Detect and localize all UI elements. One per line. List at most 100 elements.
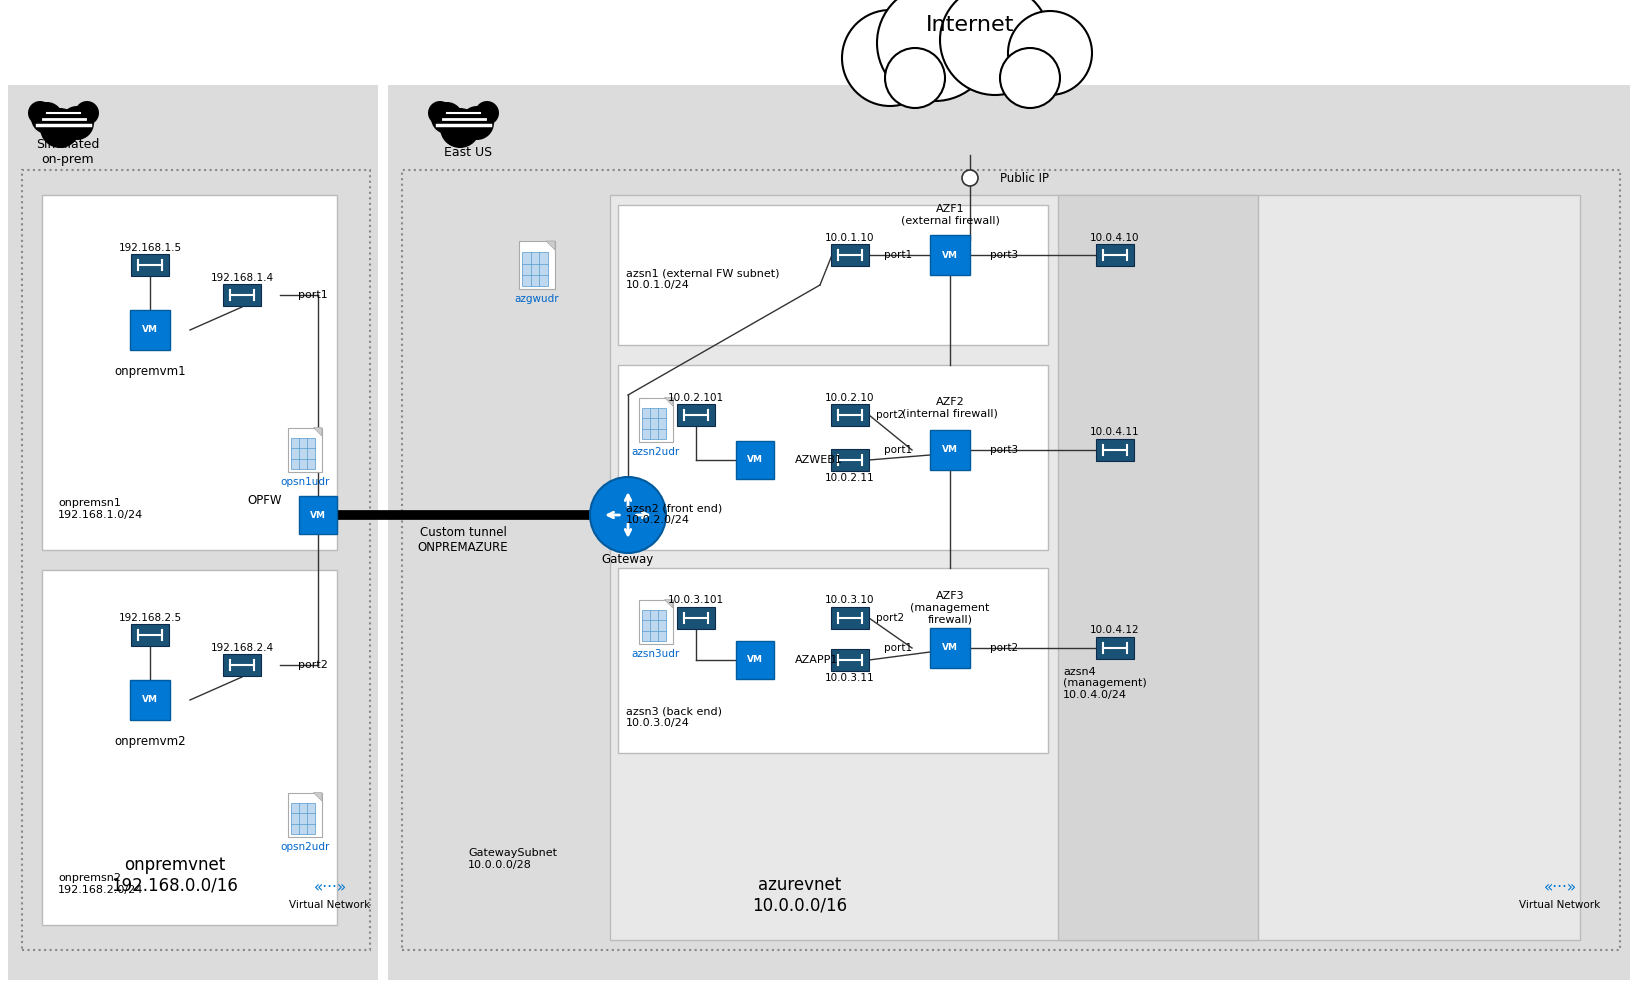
Circle shape — [962, 170, 978, 186]
Text: AZWEB1: AZWEB1 — [795, 455, 842, 465]
Polygon shape — [664, 398, 672, 406]
Circle shape — [842, 10, 938, 106]
Bar — [618, 205, 1047, 345]
Bar — [639, 398, 672, 442]
Text: 10.0.3.11: 10.0.3.11 — [824, 673, 875, 683]
Text: port1: port1 — [298, 290, 328, 300]
Text: «···»: «···» — [1544, 880, 1577, 896]
Bar — [831, 404, 869, 426]
Text: 10.0.1.10: 10.0.1.10 — [826, 233, 875, 243]
Polygon shape — [313, 428, 321, 436]
Text: VM: VM — [747, 656, 764, 664]
Text: Virtual Network: Virtual Network — [290, 900, 370, 910]
Text: VM: VM — [143, 696, 157, 704]
Circle shape — [1000, 48, 1060, 108]
Text: OPFW: OPFW — [247, 493, 282, 506]
Text: azsn3 (back end)
10.0.3.0/24: azsn3 (back end) 10.0.3.0/24 — [626, 706, 723, 728]
Bar — [43, 195, 338, 550]
Bar — [129, 310, 170, 350]
Bar — [1096, 439, 1134, 461]
Text: onpremvnet
192.168.0.0/16: onpremvnet 192.168.0.0/16 — [111, 856, 238, 894]
Bar — [642, 610, 665, 641]
Bar — [618, 568, 1047, 753]
Text: port2: port2 — [990, 643, 1018, 653]
Text: AZF3
(management
firewall): AZF3 (management firewall) — [910, 591, 990, 625]
Bar — [831, 449, 869, 471]
Bar — [639, 600, 672, 644]
Text: port1: port1 — [883, 445, 911, 455]
Bar — [610, 195, 1580, 940]
Bar — [929, 430, 970, 470]
Text: Virtual Network: Virtual Network — [1519, 900, 1601, 910]
Circle shape — [431, 102, 462, 134]
Circle shape — [885, 48, 946, 108]
Circle shape — [28, 101, 52, 125]
Polygon shape — [664, 600, 672, 608]
Text: VM: VM — [310, 510, 326, 520]
Bar — [8, 85, 379, 980]
Text: port2: port2 — [875, 613, 905, 623]
Text: port3: port3 — [990, 250, 1018, 260]
Text: AZF2
(internal firewall): AZF2 (internal firewall) — [901, 397, 998, 419]
Bar — [929, 235, 970, 275]
Text: VM: VM — [747, 456, 764, 464]
Text: onpremsn2
192.168.2.0/24: onpremsn2 192.168.2.0/24 — [57, 873, 143, 895]
Bar — [736, 441, 774, 479]
Text: 10.0.4.12: 10.0.4.12 — [1090, 625, 1139, 635]
Text: East US: East US — [444, 145, 492, 158]
Bar — [1059, 195, 1259, 940]
Circle shape — [75, 101, 98, 125]
Text: AZF1
(external firewall): AZF1 (external firewall) — [900, 204, 1000, 226]
Text: 10.0.2.11: 10.0.2.11 — [824, 473, 875, 483]
Text: onpremsn1
192.168.1.0/24: onpremsn1 192.168.1.0/24 — [57, 498, 143, 520]
Bar — [131, 254, 169, 276]
Text: VM: VM — [143, 326, 157, 334]
Bar — [388, 85, 1631, 980]
Text: Custom tunnel
ONPREMAZURE: Custom tunnel ONPREMAZURE — [418, 526, 508, 554]
Bar — [618, 365, 1047, 550]
Circle shape — [61, 106, 93, 140]
Text: opsn2udr: opsn2udr — [280, 842, 329, 852]
Bar — [21, 170, 370, 950]
Text: azgwudr: azgwudr — [515, 294, 559, 304]
Bar — [43, 570, 338, 925]
Text: Simulated
on-prem: Simulated on-prem — [36, 138, 100, 166]
Circle shape — [475, 101, 498, 125]
Text: 10.0.2.10: 10.0.2.10 — [826, 393, 875, 403]
Circle shape — [428, 101, 452, 125]
Bar — [223, 654, 261, 676]
Bar — [129, 680, 170, 720]
Text: onpremvm2: onpremvm2 — [115, 736, 185, 748]
Polygon shape — [313, 793, 321, 801]
Circle shape — [590, 477, 665, 553]
Text: azsn2udr: azsn2udr — [633, 447, 680, 457]
Bar — [131, 624, 169, 646]
Bar — [402, 170, 1619, 950]
Bar — [288, 793, 321, 837]
Bar — [929, 628, 970, 668]
Text: 192.168.2.5: 192.168.2.5 — [118, 613, 182, 623]
Bar — [521, 252, 547, 286]
Text: azsn3udr: azsn3udr — [633, 649, 680, 659]
Bar — [292, 438, 315, 469]
Text: azsn4
(management)
10.0.4.0/24: azsn4 (management) 10.0.4.0/24 — [1064, 667, 1147, 700]
Text: onpremvm1: onpremvm1 — [115, 365, 185, 378]
Bar — [736, 641, 774, 679]
Text: azurevnet
10.0.0.0/16: azurevnet 10.0.0.0/16 — [752, 876, 847, 914]
Text: VM: VM — [942, 250, 959, 259]
Text: port2: port2 — [298, 660, 328, 670]
Text: 10.0.2.101: 10.0.2.101 — [669, 393, 724, 403]
Bar — [1096, 637, 1134, 659]
Text: AZAPP1: AZAPP1 — [795, 655, 839, 665]
Polygon shape — [546, 241, 556, 250]
Bar — [677, 404, 715, 426]
Text: port1: port1 — [883, 643, 911, 653]
Text: port1: port1 — [883, 250, 911, 260]
Text: port2: port2 — [875, 410, 905, 420]
Text: 192.168.1.4: 192.168.1.4 — [210, 273, 274, 283]
Text: 10.0.3.10: 10.0.3.10 — [826, 595, 875, 605]
Bar — [831, 244, 869, 266]
Text: 10.0.4.11: 10.0.4.11 — [1090, 427, 1139, 437]
Bar — [520, 241, 556, 289]
Bar — [292, 803, 315, 834]
